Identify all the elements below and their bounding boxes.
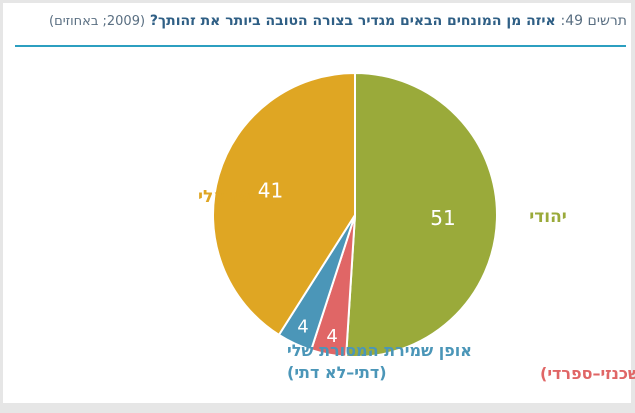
slice-category-label: ישראלי	[198, 187, 254, 207]
chart-question: איזה מן המונחים הבאים מגדיר בצורה הטובה …	[149, 13, 556, 29]
slice-category-label: יהודי	[529, 207, 567, 227]
pie-slice	[345, 71, 498, 358]
chart-note: (2009; באחוזים)	[49, 14, 146, 29]
slice-category-label: אופן שמירת המסורת שלי	[287, 341, 472, 360]
chart-title: תרשים 49: איזה מן המונחים הבאים מגדיר בצ…	[3, 13, 627, 37]
slice-value-label: 4	[297, 317, 308, 338]
slice-value-label: 51	[430, 206, 455, 230]
slice-category-label: (דתי–לא דתי)	[287, 363, 387, 382]
slice-value-label: 4	[326, 326, 337, 347]
title-divider	[15, 45, 626, 47]
pie-slice	[212, 71, 356, 337]
chart-number: תרשים 49:	[560, 13, 627, 29]
slice-category-label: העדה שלי (אשכנזי–ספרדי)	[540, 364, 635, 383]
slice-value-label: 41	[258, 178, 283, 202]
